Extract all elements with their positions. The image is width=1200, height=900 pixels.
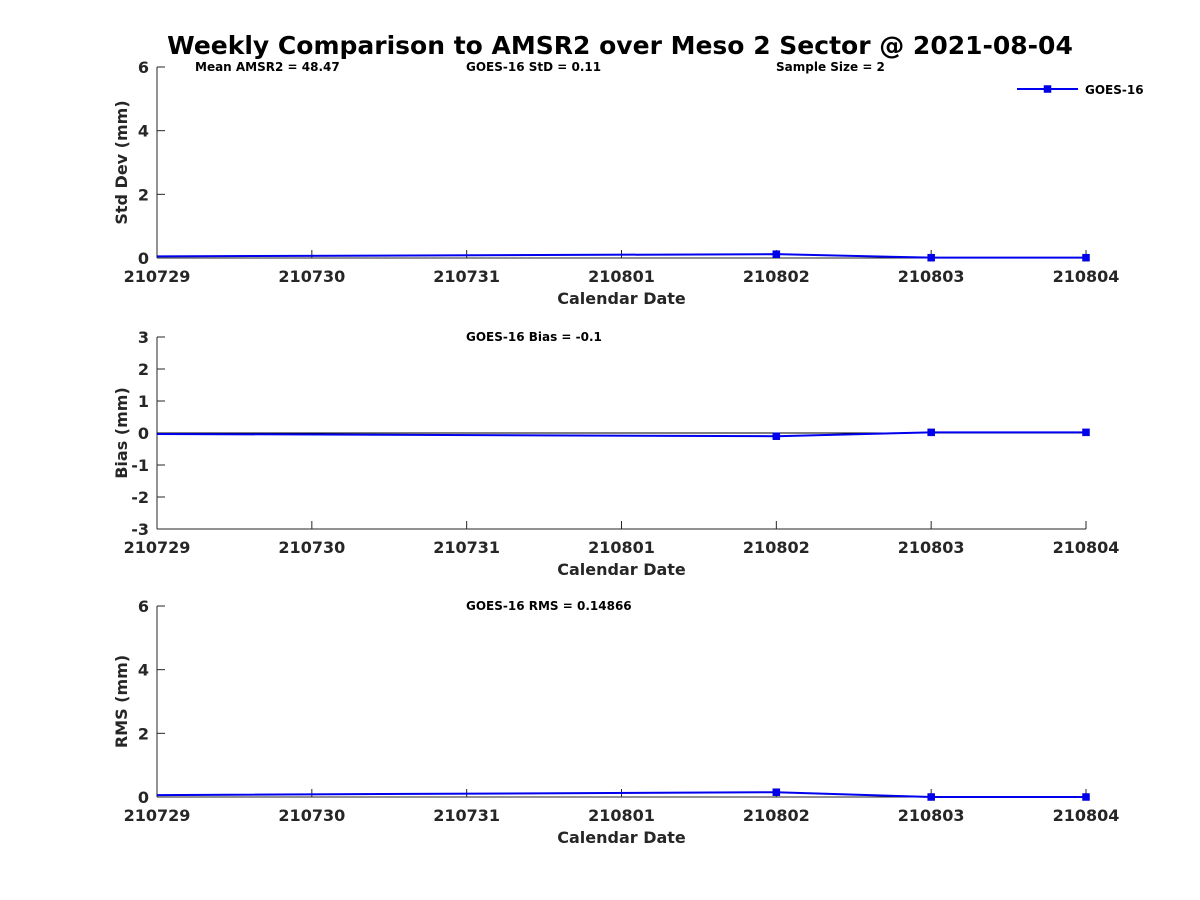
std-xtick-label: 210804 (1053, 267, 1120, 286)
std-data-point (1082, 253, 1090, 262)
std-xtick-label: 210729 (124, 267, 191, 286)
std-ytick-label: 4 (138, 122, 149, 141)
std-xtick-label: 210801 (588, 267, 655, 286)
rms-ytick-label: 0 (138, 788, 149, 807)
rms-xtick-label: 210802 (743, 806, 810, 825)
bias-y-label: Bias (mm) (112, 387, 131, 479)
bias-data-point (772, 432, 781, 440)
rms-data-point (927, 793, 935, 801)
bias-xtick-label: 210802 (743, 538, 810, 557)
bias-ytick-label: 2 (138, 360, 149, 379)
bias-data-point (927, 428, 935, 437)
rms-x-label: Calendar Date (557, 828, 686, 847)
std-panel: 0 2 4 6 210729 210730 210731 210801 210802 210803… (112, 58, 1144, 308)
std-ytick-label: 0 (138, 249, 149, 268)
std-annotation: Mean AMSR2 = 48.47 (195, 60, 340, 74)
rms-xtick-label: 210731 (433, 806, 500, 825)
bias-ytick-label: 3 (138, 328, 149, 347)
bias-series-line-goes-16 (156, 431, 1086, 438)
std-annotation: Sample Size = 2 (776, 60, 885, 74)
std-x-label: Calendar Date (557, 289, 686, 308)
bias-data-point (1082, 428, 1090, 437)
std-series-line-goes-16 (156, 253, 1086, 259)
std-xtick-label: 210802 (743, 267, 810, 286)
rms-xtick-label: 210803 (898, 806, 965, 825)
rms-xtick-label: 210729 (124, 806, 191, 825)
rms-ytick-label: 4 (138, 661, 149, 680)
bias-xtick-label: 210804 (1053, 538, 1120, 557)
rms-xtick-label: 210801 (588, 806, 655, 825)
rms-data-point (1082, 793, 1090, 801)
bias-x-label: Calendar Date (557, 560, 686, 579)
bias-xtick-label: 210731 (433, 538, 500, 557)
std-data-point (772, 250, 781, 258)
bias-xtick-label: 210803 (898, 538, 965, 557)
legend-entry: GOES-16 (1085, 83, 1144, 97)
std-annotation: GOES-16 StD = 0.11 (466, 60, 601, 74)
rms-data-point (772, 788, 781, 796)
bias-xtick-label: 210730 (278, 538, 345, 557)
rms-ytick-label: 6 (138, 597, 149, 616)
std-y-label: Std Dev (mm) (112, 100, 131, 224)
rms-xtick-label: 210804 (1053, 806, 1120, 825)
rms-y-label: RMS (mm) (112, 655, 131, 748)
rms-annotation: GOES-16 RMS = 0.14866 (466, 599, 632, 613)
legend-marker (1043, 85, 1052, 93)
bias-annotation: GOES-16 Bias = -0.1 (466, 330, 602, 344)
std-ytick-label: 6 (138, 58, 149, 77)
std-legend: GOES-16 (1017, 83, 1144, 97)
std-xtick-label: 210803 (898, 267, 965, 286)
bias-ytick-label: 1 (138, 392, 149, 411)
figure-title: Weekly Comparison to AMSR2 over Meso 2 S… (167, 31, 1073, 60)
bias-ytick-label: -2 (131, 488, 149, 507)
bias-xtick-label: 210729 (124, 538, 191, 557)
bias-ytick-label: -3 (131, 520, 149, 539)
std-data-point (927, 253, 935, 262)
rms-series-line-goes-16 (156, 791, 1086, 798)
std-xtick-label: 210731 (433, 267, 500, 286)
std-xtick-label: 210730 (278, 267, 345, 286)
bias-ytick-label: 0 (138, 424, 149, 443)
rms-ytick-label: 2 (138, 724, 149, 743)
rms-panel: 0 2 4 6 210729 210730 210731 210801 210802 210803… (112, 597, 1119, 847)
bias-ytick-label: -1 (131, 456, 149, 475)
rms-xtick-label: 210730 (278, 806, 345, 825)
bias-panel: -3 -2 -1 0 1 2 3 210729 210730 210731 210801 210802… (112, 328, 1119, 579)
std-ytick-label: 2 (138, 185, 149, 204)
bias-xtick-label: 210801 (588, 538, 655, 557)
